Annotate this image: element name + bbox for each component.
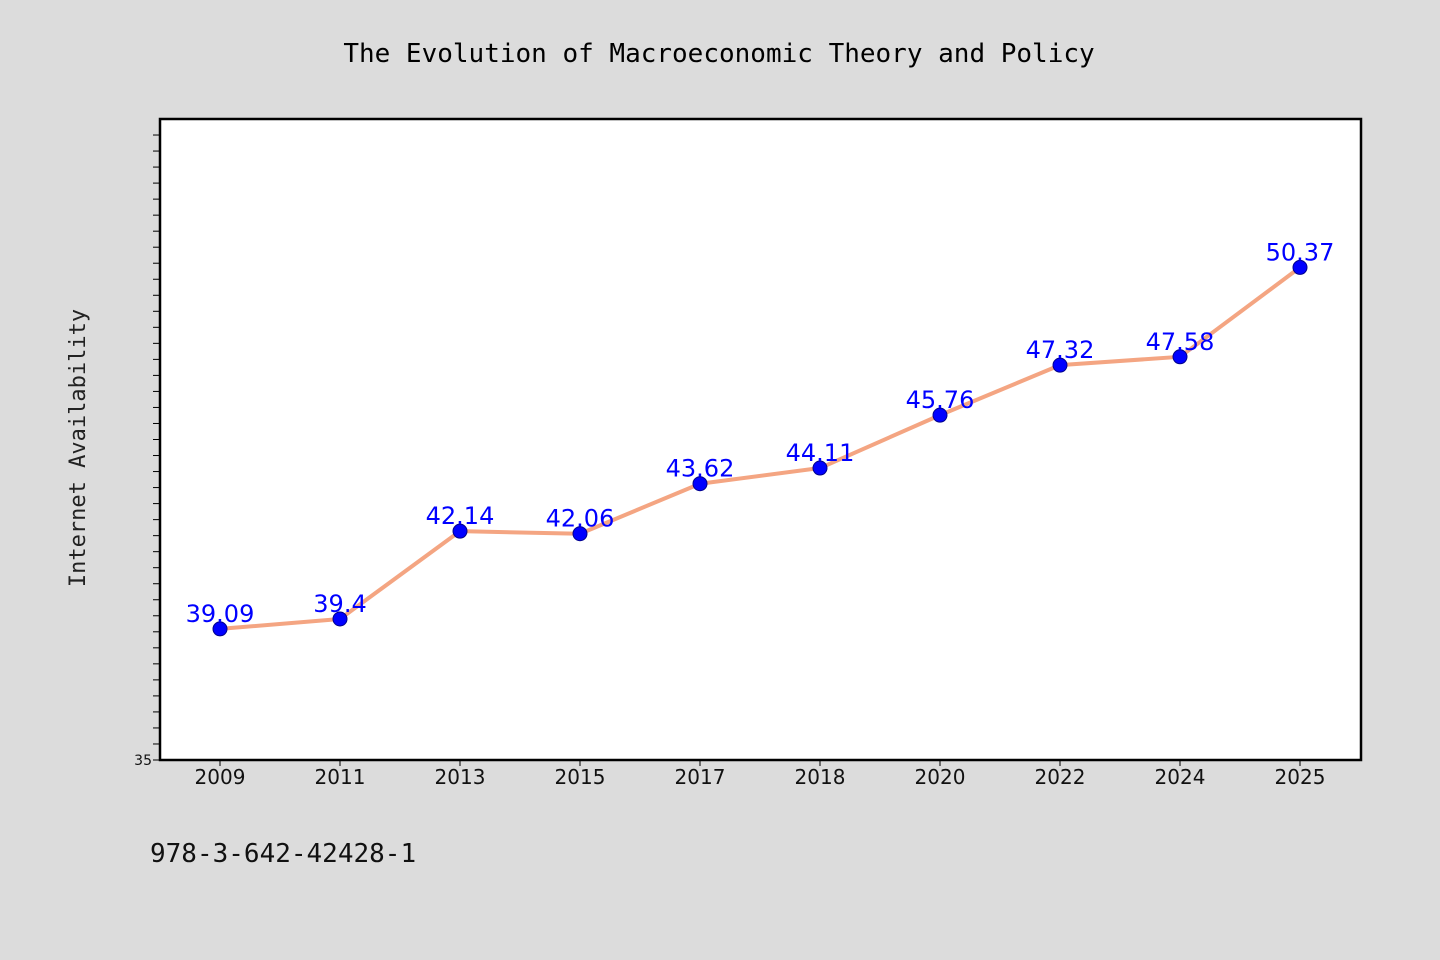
series-line: [218, 265, 1302, 631]
data-label: 47.58: [1146, 328, 1215, 356]
x-tick-label: 2011: [315, 765, 366, 789]
y-axis-ticks: 35: [134, 134, 160, 769]
data-label: 47.32: [1026, 336, 1095, 364]
y-axis-label: Internet Availability: [66, 309, 91, 587]
x-tick-label: 2025: [1275, 765, 1326, 789]
x-tick-label: 2013: [435, 765, 486, 789]
y-tick-label: 35: [134, 753, 152, 769]
x-tick-label: 2024: [1155, 765, 1206, 789]
x-tick-label: 2022: [1035, 765, 1086, 789]
isbn-label: 978-3-642-42428-1: [150, 839, 416, 869]
x-tick-label: 2017: [675, 765, 726, 789]
data-point: [1292, 259, 1308, 275]
data-point: [1052, 357, 1068, 373]
data-label: 39.4: [313, 590, 366, 618]
series-group: 39.09 39.4 42.14 42.06 43.62 44.11 45.76 47.32 4…: [186, 238, 1335, 637]
x-tick-label: 2015: [555, 765, 606, 789]
data-point: [812, 460, 828, 476]
data-label: 44.11: [786, 439, 855, 467]
data-point: [1172, 349, 1188, 365]
data-label: 45.76: [906, 386, 975, 414]
x-tick-label: 2018: [795, 765, 846, 789]
chart-title: The Evolution of Macroeconomic Theory an…: [343, 39, 1094, 69]
data-point: [332, 611, 348, 627]
data-label: 42.14: [426, 502, 495, 530]
data-point: [692, 476, 708, 492]
data-point: [572, 526, 588, 542]
x-tick-label: 2020: [915, 765, 966, 789]
data-label: 43.62: [666, 455, 735, 483]
data-label: 42.06: [546, 505, 615, 533]
x-axis-ticks: 2009 2011 2013 2015 2017 2018 2020 2022 2024 2025: [195, 760, 1326, 789]
data-point: [452, 523, 468, 539]
data-point: [212, 621, 228, 637]
data-label: 50.37: [1266, 238, 1335, 266]
plot-area: [158, 117, 1363, 762]
data-label: 39.09: [186, 600, 255, 628]
data-point: [932, 407, 948, 423]
x-tick-label: 2009: [195, 765, 246, 789]
